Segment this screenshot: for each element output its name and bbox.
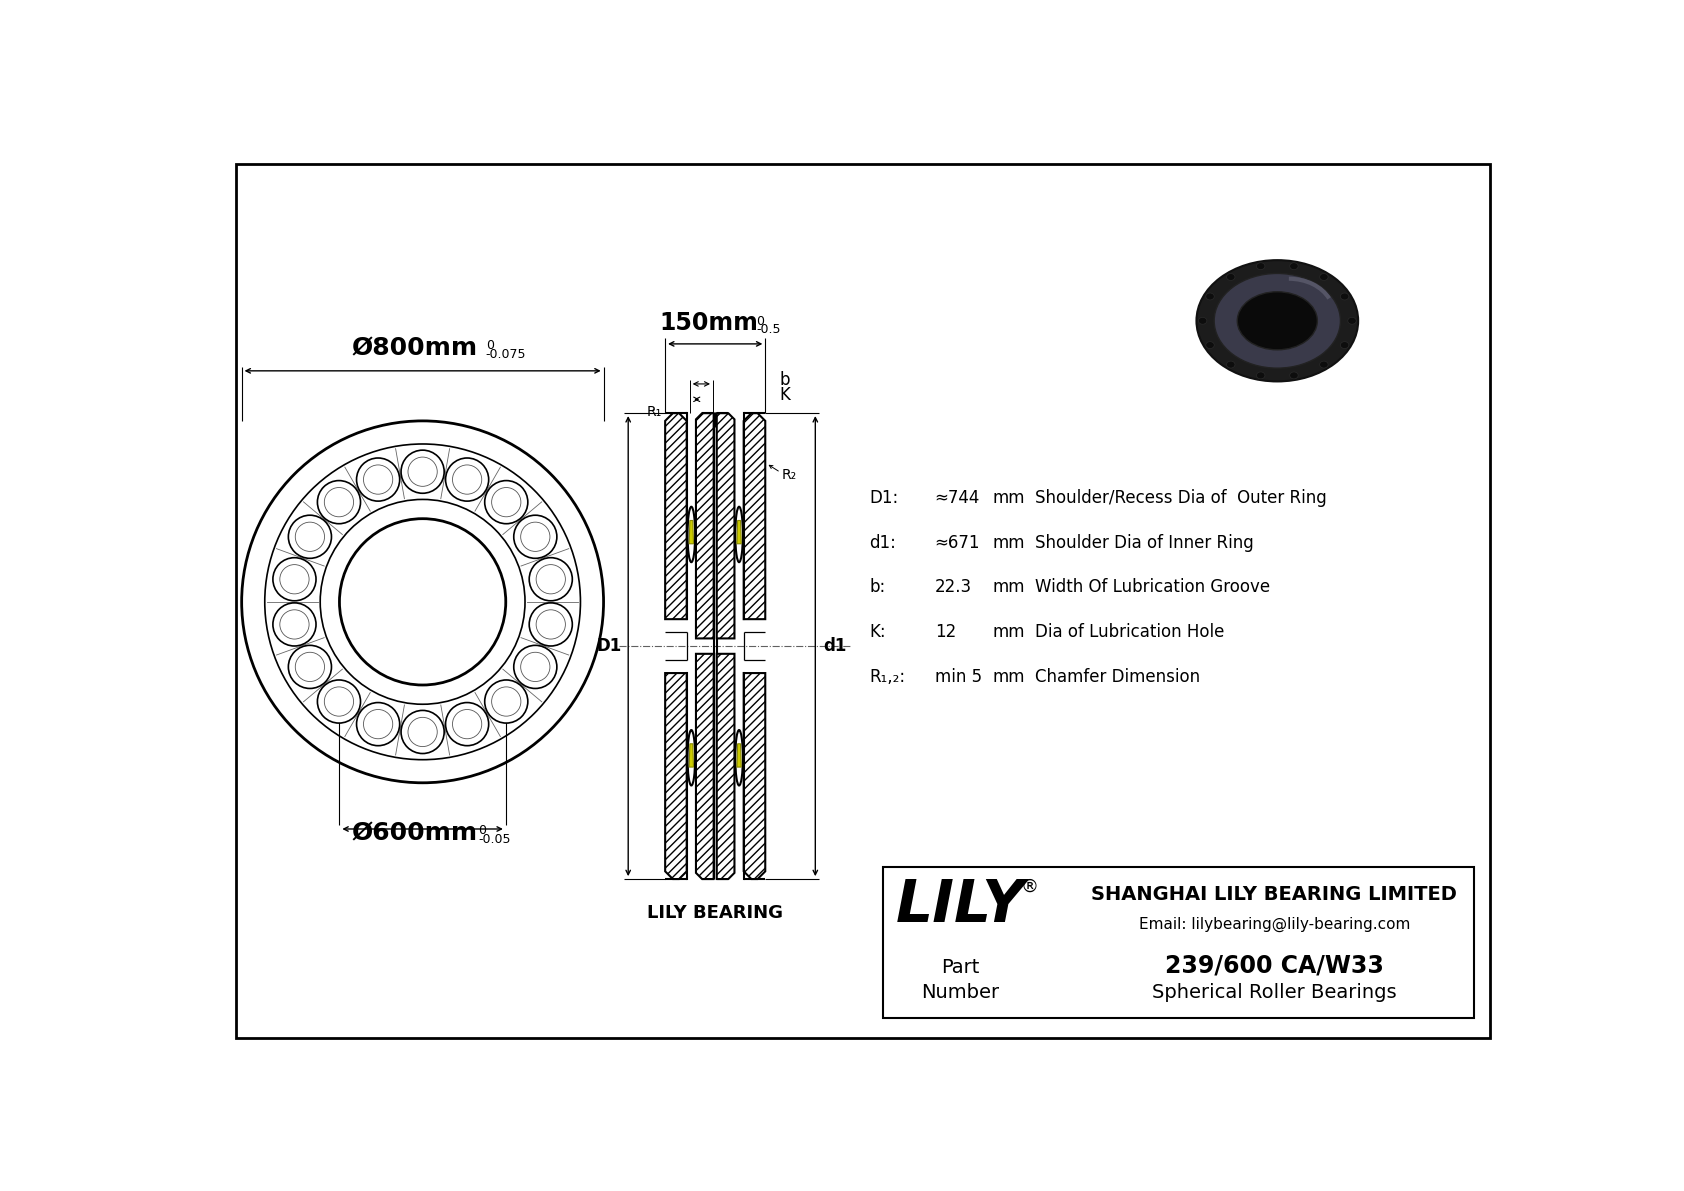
- Text: 22.3: 22.3: [935, 578, 972, 597]
- Text: 0: 0: [485, 339, 493, 353]
- Text: ®: ®: [1021, 878, 1037, 896]
- Polygon shape: [689, 744, 694, 767]
- Circle shape: [514, 646, 557, 688]
- Text: K: K: [780, 387, 790, 405]
- Text: mm: mm: [992, 578, 1026, 597]
- Ellipse shape: [1196, 260, 1359, 381]
- Text: Dia of Lubrication Hole: Dia of Lubrication Hole: [1034, 623, 1224, 641]
- Text: mm: mm: [992, 488, 1026, 507]
- Circle shape: [317, 680, 360, 723]
- Circle shape: [485, 481, 527, 524]
- Text: 0: 0: [756, 314, 765, 328]
- Circle shape: [288, 516, 332, 559]
- Text: -0.05: -0.05: [478, 833, 510, 846]
- Text: 239/600 CA/W33: 239/600 CA/W33: [1165, 953, 1384, 977]
- Circle shape: [514, 516, 557, 559]
- Text: Shoulder/Recess Dia of  Outer Ring: Shoulder/Recess Dia of Outer Ring: [1034, 488, 1327, 507]
- Circle shape: [529, 603, 573, 646]
- Circle shape: [357, 703, 399, 746]
- Polygon shape: [689, 520, 694, 544]
- Ellipse shape: [1290, 372, 1298, 379]
- Text: Chamfer Dimension: Chamfer Dimension: [1034, 667, 1201, 686]
- Ellipse shape: [1206, 342, 1214, 349]
- Polygon shape: [717, 413, 734, 638]
- Ellipse shape: [1256, 372, 1265, 379]
- Ellipse shape: [736, 506, 743, 562]
- Ellipse shape: [1206, 293, 1214, 300]
- Ellipse shape: [1214, 274, 1340, 368]
- Circle shape: [357, 459, 399, 501]
- Text: mm: mm: [992, 534, 1026, 551]
- Text: d1: d1: [823, 637, 847, 655]
- Text: Ø600mm: Ø600mm: [352, 822, 478, 846]
- Ellipse shape: [736, 730, 743, 786]
- Ellipse shape: [1256, 263, 1265, 269]
- Text: -0.5: -0.5: [756, 323, 780, 336]
- Text: b:: b:: [869, 578, 886, 597]
- Circle shape: [529, 557, 573, 600]
- Text: R₂: R₂: [781, 468, 797, 482]
- Polygon shape: [695, 413, 714, 638]
- Text: mm: mm: [992, 667, 1026, 686]
- Circle shape: [401, 710, 445, 754]
- Polygon shape: [738, 744, 741, 767]
- Ellipse shape: [1226, 274, 1234, 280]
- Circle shape: [273, 557, 317, 600]
- Text: Spherical Roller Bearings: Spherical Roller Bearings: [1152, 983, 1396, 1002]
- Text: Part
Number: Part Number: [921, 958, 999, 1002]
- Text: R₁: R₁: [647, 405, 662, 419]
- Text: K:: K:: [869, 623, 886, 641]
- Text: ≈671: ≈671: [935, 534, 980, 551]
- Bar: [882, 867, 1475, 1017]
- Polygon shape: [695, 654, 714, 879]
- Ellipse shape: [1238, 292, 1317, 350]
- Text: ≈744: ≈744: [935, 488, 980, 507]
- Circle shape: [317, 481, 360, 524]
- Text: R₁,₂:: R₁,₂:: [869, 667, 906, 686]
- Ellipse shape: [1226, 361, 1234, 368]
- Text: LILY: LILY: [896, 877, 1026, 934]
- Polygon shape: [744, 413, 765, 619]
- Text: -0.075: -0.075: [485, 348, 525, 361]
- Text: SHANGHAI LILY BEARING LIMITED: SHANGHAI LILY BEARING LIMITED: [1091, 885, 1457, 904]
- Circle shape: [446, 459, 488, 501]
- Ellipse shape: [1340, 342, 1349, 349]
- Polygon shape: [665, 413, 687, 619]
- Circle shape: [485, 680, 527, 723]
- Text: Email: lilybearing@lily-bearing.com: Email: lilybearing@lily-bearing.com: [1138, 917, 1410, 933]
- Circle shape: [288, 646, 332, 688]
- Polygon shape: [744, 673, 765, 879]
- Polygon shape: [738, 520, 741, 544]
- Text: D1: D1: [596, 637, 621, 655]
- Circle shape: [273, 603, 317, 646]
- Circle shape: [446, 703, 488, 746]
- Ellipse shape: [1320, 361, 1329, 368]
- Polygon shape: [665, 673, 687, 879]
- Ellipse shape: [1340, 293, 1349, 300]
- Ellipse shape: [1290, 263, 1298, 269]
- Text: 150mm: 150mm: [660, 311, 758, 335]
- Text: mm: mm: [992, 623, 1026, 641]
- Text: 12: 12: [935, 623, 957, 641]
- Text: 0: 0: [478, 824, 487, 837]
- Circle shape: [401, 450, 445, 493]
- Text: Ø800mm: Ø800mm: [352, 336, 478, 360]
- Text: Width Of Lubrication Groove: Width Of Lubrication Groove: [1034, 578, 1270, 597]
- Text: min 5: min 5: [935, 667, 982, 686]
- Text: b: b: [780, 372, 790, 389]
- Ellipse shape: [687, 506, 695, 562]
- Text: d1:: d1:: [869, 534, 896, 551]
- Text: Shoulder Dia of Inner Ring: Shoulder Dia of Inner Ring: [1034, 534, 1253, 551]
- Ellipse shape: [1199, 317, 1207, 324]
- Ellipse shape: [687, 730, 695, 786]
- Text: LILY BEARING: LILY BEARING: [647, 904, 783, 922]
- Ellipse shape: [1347, 317, 1356, 324]
- Text: D1:: D1:: [869, 488, 899, 507]
- Ellipse shape: [1320, 274, 1329, 280]
- Polygon shape: [717, 654, 734, 879]
